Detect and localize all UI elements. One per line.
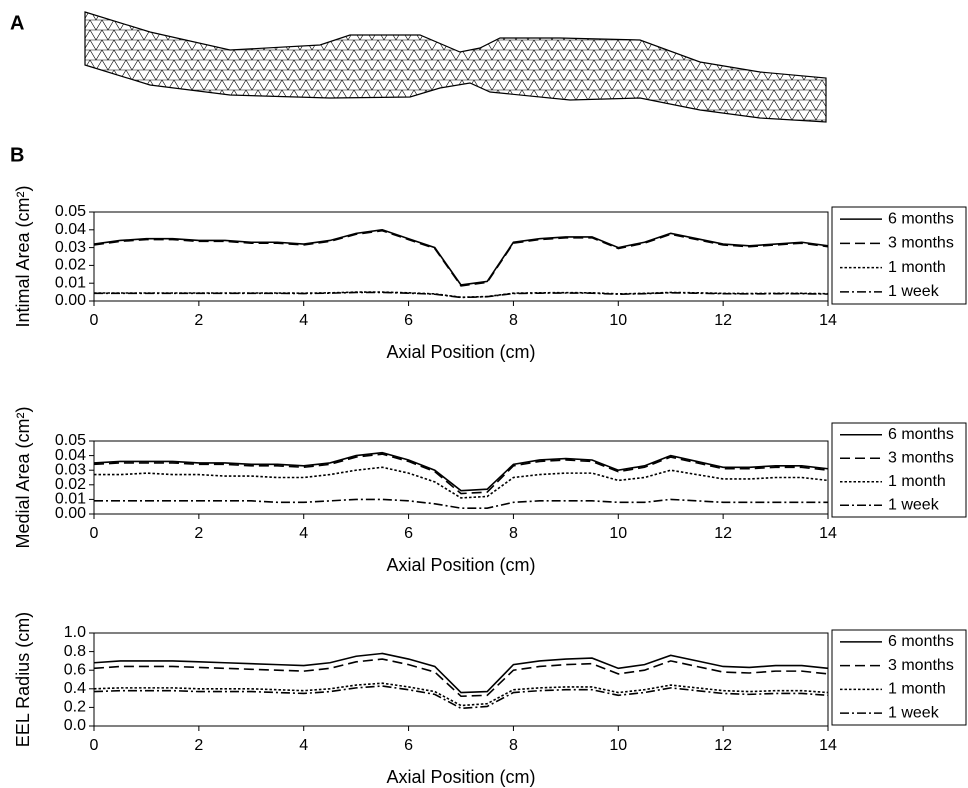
legend-box [831, 422, 967, 518]
y-tick-label: 0.04 [55, 447, 86, 464]
x-axis-label: Axial Position (cm) [386, 767, 535, 787]
x-tick-label: 14 [819, 312, 837, 329]
legend-label: 1 month [888, 681, 946, 698]
legend-label: 3 months [888, 657, 954, 674]
y-tick-label: 0.05 [55, 203, 86, 220]
x-tick-label: 0 [90, 737, 99, 754]
legend-label: 1 week [888, 283, 940, 300]
x-tick-label: 12 [714, 525, 732, 542]
series-line [93, 451, 829, 492]
legend-box [831, 206, 967, 305]
x-tick-label: 8 [509, 312, 518, 329]
legend-box [831, 629, 967, 726]
x-tick-label: 4 [299, 525, 308, 542]
series-line [93, 229, 829, 287]
legend-label: 1 month [888, 473, 946, 490]
series-line [93, 228, 829, 286]
x-axis-label: Axial Position (cm) [386, 342, 535, 362]
legend-label: 1 week [888, 496, 940, 513]
y-tick-label: 0.4 [64, 680, 86, 697]
series-line [93, 685, 829, 710]
plot-frame [93, 211, 829, 302]
x-tick-label: 12 [714, 737, 732, 754]
legend-label: 6 months [888, 633, 954, 650]
y-tick-label: 0.03 [55, 239, 86, 256]
x-tick-label: 6 [404, 312, 413, 329]
series-line [93, 682, 829, 707]
x-tick-label: 14 [819, 525, 837, 542]
panel-label: A [10, 12, 24, 34]
x-tick-label: 10 [609, 312, 627, 329]
y-tick-label: 0.6 [64, 661, 86, 678]
x-tick-label: 4 [299, 312, 308, 329]
y-axis-label: EEL Radius (cm) [13, 612, 33, 747]
y-tick-label: 0.0 [64, 717, 86, 734]
x-tick-label: 14 [819, 737, 837, 754]
legend-label: 6 months [888, 210, 954, 227]
x-tick-label: 0 [90, 312, 99, 329]
x-tick-label: 2 [194, 312, 203, 329]
legend-label: 3 months [888, 235, 954, 252]
x-tick-label: 8 [509, 525, 518, 542]
y-tick-label: 0.03 [55, 461, 86, 478]
y-tick-label: 0.2 [64, 699, 86, 716]
x-tick-label: 6 [404, 525, 413, 542]
plot-frame [93, 440, 829, 515]
y-tick-label: 0.8 [64, 643, 86, 660]
y-tick-label: 0.00 [55, 292, 86, 309]
y-tick-label: 0.02 [55, 257, 86, 274]
series-line [94, 291, 829, 299]
x-axis-label: Axial Position (cm) [386, 555, 535, 575]
series-line [93, 453, 829, 495]
x-tick-label: 2 [194, 525, 203, 542]
y-tick-label: 0.01 [55, 491, 86, 508]
y-tick-label: 0.00 [55, 505, 86, 522]
plot-frame [93, 632, 829, 727]
legend-label: 6 months [888, 426, 954, 443]
panel-label: B [10, 144, 24, 166]
legend-label: 3 months [888, 449, 954, 466]
series-line [94, 466, 829, 499]
legend-label: 1 month [888, 259, 946, 276]
series-line [94, 498, 828, 509]
y-tick-label: 1.0 [64, 624, 86, 641]
x-tick-label: 12 [714, 312, 732, 329]
y-tick-label: 0.05 [55, 432, 86, 449]
y-tick-label: 0.01 [55, 274, 86, 291]
y-tick-label: 0.02 [55, 476, 86, 493]
y-tick-label: 0.04 [55, 221, 86, 238]
x-tick-label: 10 [609, 737, 627, 754]
y-axis-label: Intimal Area (cm²) [13, 185, 33, 327]
series-line [93, 652, 829, 694]
x-tick-label: 4 [299, 737, 308, 754]
x-tick-label: 2 [194, 737, 203, 754]
x-tick-label: 6 [404, 737, 413, 754]
legend-label: 1 week [888, 704, 940, 721]
vessel-mesh [84, 11, 827, 123]
x-tick-label: 0 [90, 525, 99, 542]
series-line [93, 658, 829, 698]
y-axis-label: Medial Area (cm²) [13, 406, 33, 548]
x-tick-label: 10 [609, 525, 627, 542]
x-tick-label: 8 [509, 737, 518, 754]
